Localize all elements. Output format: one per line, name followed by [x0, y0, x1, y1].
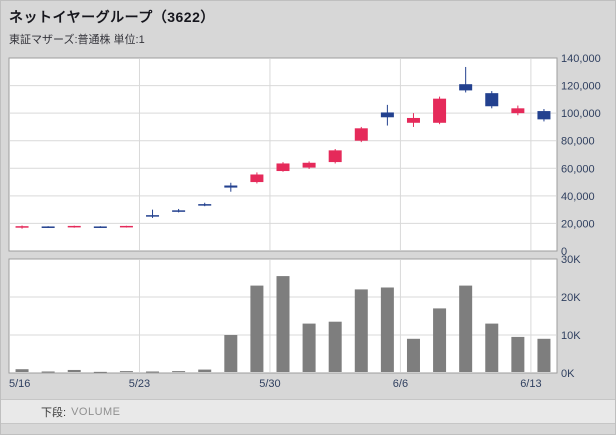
candle-body [485, 93, 499, 107]
footer-bar: 下段: VOLUME [1, 399, 615, 424]
volume-bar [172, 371, 186, 373]
date-axis-label: 5/30 [259, 378, 280, 390]
volume-axis-label: 0K [561, 368, 575, 380]
candle-body [537, 111, 551, 120]
date-axis-label: 6/13 [520, 378, 541, 390]
candle-body [459, 84, 473, 91]
volume-bar [485, 323, 499, 372]
volume-bar [119, 371, 133, 373]
volume-bar [302, 323, 316, 372]
candle-body [276, 163, 290, 172]
candle-body [119, 225, 133, 228]
lower-pane-value: VOLUME [71, 405, 121, 418]
volume-axis-label: 30K [561, 254, 581, 266]
price-axis-label: 40,000 [561, 191, 595, 203]
candle-body [67, 225, 81, 228]
price-axis-label: 100,000 [561, 108, 601, 120]
volume-bar [93, 371, 107, 373]
volume-bar [459, 285, 473, 372]
candle-body [406, 117, 420, 123]
price-axis-label: 0 [561, 246, 567, 258]
price-panel [8, 57, 558, 252]
price-axis-label: 20,000 [561, 218, 595, 230]
candle-body [41, 226, 55, 228]
date-axis-label: 5/16 [9, 378, 30, 390]
candle-body [511, 108, 525, 114]
volume-bar [146, 371, 160, 373]
page-title: ネットイヤーグループ（3622） [9, 9, 215, 25]
volume-bar [198, 369, 212, 372]
price-axis-label: 80,000 [561, 136, 595, 148]
price-axis-label: 120,000 [561, 81, 601, 93]
volume-bar [224, 335, 238, 372]
volume-bar [511, 336, 525, 372]
candle-body [250, 174, 264, 183]
volume-bar [406, 338, 420, 372]
volume-bar [433, 308, 447, 372]
volume-bar [250, 285, 264, 372]
price-axis-label: 140,000 [561, 53, 601, 65]
candle-body [328, 150, 342, 163]
candle-body [380, 112, 394, 118]
volume-bar [67, 369, 81, 372]
volume-bar [380, 287, 394, 372]
candle-body [433, 98, 447, 123]
volume-axis-label: 10K [561, 330, 581, 342]
volume-axis-label: 20K [561, 292, 581, 304]
candle-body [224, 185, 238, 188]
candle-body [146, 215, 160, 217]
date-axis-label: 5/23 [129, 378, 150, 390]
candle-body [15, 226, 29, 228]
candle-body [354, 128, 368, 141]
volume-bar [354, 289, 368, 372]
candle-body [172, 210, 186, 212]
volume-bar [276, 276, 290, 372]
volume-bar [537, 338, 551, 372]
date-axis-label: 6/6 [393, 378, 408, 390]
candle-body [198, 204, 212, 206]
candle-body [302, 162, 316, 168]
header: ネットイヤーグループ（3622） 東証マザーズ:普通株 単位:1 [9, 7, 215, 47]
market-info: 東証マザーズ:普通株 単位:1 [9, 34, 145, 46]
volume-bar [15, 369, 29, 372]
price-axis-label: 60,000 [561, 163, 595, 175]
volume-bar [41, 371, 55, 373]
volume-bar [328, 321, 342, 372]
lower-pane-label: 下段: [41, 406, 67, 419]
candle-body [93, 226, 107, 228]
